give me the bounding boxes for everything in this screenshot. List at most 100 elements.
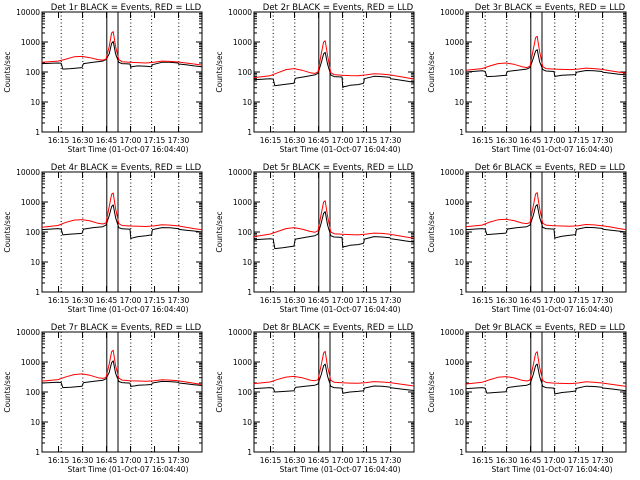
x-tick-label: 16:30: [496, 456, 518, 465]
y-tick-label: 1: [35, 128, 40, 137]
panel-det-9: Det 9r BLACK = Events, RED = LLD 1 10 100 10…: [427, 323, 627, 474]
x-axis-label: Start Time (01-Oct-07 16:04:40): [279, 465, 400, 474]
x-axis-label: Start Time (01-Oct-07 16:04:40): [67, 145, 188, 154]
x-tick-label: 17:30: [592, 296, 614, 305]
y-tick-label: 1000: [21, 358, 40, 367]
x-tick-label: 16:45: [520, 456, 542, 465]
y-axis-label: Counts/sec: [215, 371, 224, 412]
y-tick-label: 1: [459, 288, 464, 297]
y-tick-label: 1000: [445, 198, 464, 207]
x-tick-label: 17:30: [380, 296, 402, 305]
y-tick-label: 100: [450, 388, 465, 397]
x-tick-label: 16:30: [72, 136, 94, 145]
x-tick-label: 16:15: [48, 136, 70, 145]
plot-frame: [41, 11, 203, 133]
y-axis-label: Counts/sec: [3, 211, 12, 252]
x-tick-label: 17:15: [144, 456, 166, 465]
y-tick-label: 10000: [228, 8, 252, 17]
plot-frame: [41, 171, 203, 293]
x-tick-label: 16:15: [472, 456, 494, 465]
x-tick-label: 17:30: [168, 456, 190, 465]
x-tick-label: 16:15: [260, 456, 282, 465]
y-tick-label: 1000: [21, 198, 40, 207]
x-tick-label: 17:15: [568, 296, 590, 305]
y-axis-label: Counts/sec: [215, 211, 224, 252]
y-tick-label: 10: [242, 418, 252, 427]
x-tick-label: 16:45: [96, 296, 118, 305]
y-tick-label: 10000: [440, 8, 464, 17]
x-tick-label: 17:15: [356, 136, 378, 145]
y-tick-label: 1000: [233, 38, 252, 47]
x-tick-label: 16:45: [308, 456, 330, 465]
x-tick-label: 17:15: [568, 136, 590, 145]
x-tick-label: 16:30: [72, 296, 94, 305]
panel-title: Det 3r BLACK = Events, RED = LLD: [475, 3, 626, 13]
x-tick-label: 17:00: [544, 296, 566, 305]
panel-title: Det 8r BLACK = Events, RED = LLD: [263, 323, 414, 333]
x-tick-label: 16:15: [48, 456, 70, 465]
panel-det-1: Det 1r BLACK = Events, RED = LLD 1 10 100 10…: [3, 3, 203, 154]
x-tick-label: 17:15: [568, 456, 590, 465]
lld-series-line: [465, 35, 627, 74]
x-axis-label: Start Time (01-Oct-07 16:04:40): [491, 305, 612, 314]
panel-det-2: Det 2r BLACK = Events, RED = LLD 1 10 100 10…: [215, 3, 415, 154]
x-tick-label: 16:15: [48, 296, 70, 305]
x-tick-label: 16:45: [308, 296, 330, 305]
y-tick-label: 10000: [16, 168, 40, 177]
panel-title: Det 6r BLACK = Events, RED = LLD: [475, 163, 626, 173]
y-tick-label: 10: [454, 98, 464, 107]
y-tick-label: 100: [450, 68, 465, 77]
y-tick-label: 100: [238, 388, 253, 397]
y-tick-label: 100: [26, 68, 41, 77]
lld-series-line: [41, 31, 203, 66]
x-tick-label: 17:00: [120, 456, 142, 465]
panel-det-3: Det 3r BLACK = Events, RED = LLD 1 10 100 10…: [427, 3, 627, 154]
x-tick-label: 17:00: [120, 296, 142, 305]
x-tick-label: 16:45: [520, 136, 542, 145]
panel-det-6: Det 6r BLACK = Events, RED = LLD 1 10 100 10…: [427, 163, 627, 314]
y-axis-label: Counts/sec: [427, 211, 436, 252]
y-tick-label: 100: [238, 68, 253, 77]
x-tick-label: 17:00: [332, 456, 354, 465]
events-series-line: [253, 51, 415, 89]
x-tick-label: 16:15: [260, 136, 282, 145]
panel-det-8: Det 8r BLACK = Events, RED = LLD 1 10 100 10…: [215, 323, 415, 474]
x-tick-label: 17:00: [332, 136, 354, 145]
x-tick-label: 16:30: [284, 136, 306, 145]
y-tick-label: 10: [242, 98, 252, 107]
x-tick-label: 16:45: [96, 456, 118, 465]
events-series-line: [41, 360, 203, 389]
lld-series-line: [41, 349, 203, 385]
x-tick-label: 17:00: [120, 136, 142, 145]
y-tick-label: 1000: [233, 358, 252, 367]
x-axis-label: Start Time (01-Oct-07 16:04:40): [491, 145, 612, 154]
y-tick-label: 10: [454, 258, 464, 267]
y-tick-label: 10: [454, 418, 464, 427]
lld-series-line: [253, 200, 415, 239]
x-axis-label: Start Time (01-Oct-07 16:04:40): [67, 465, 188, 474]
y-tick-label: 10000: [228, 328, 252, 337]
y-tick-label: 10000: [228, 168, 252, 177]
y-tick-label: 10: [30, 418, 40, 427]
panel-title: Det 2r BLACK = Events, RED = LLD: [263, 3, 414, 13]
plot-frame: [465, 171, 627, 293]
x-tick-label: 16:30: [496, 296, 518, 305]
y-tick-label: 10: [30, 258, 40, 267]
x-tick-label: 17:30: [168, 296, 190, 305]
y-axis-label: Counts/sec: [215, 51, 224, 92]
events-series-line: [465, 204, 627, 239]
x-axis-label: Start Time (01-Oct-07 16:04:40): [279, 305, 400, 314]
y-tick-label: 1: [247, 448, 252, 457]
events-series-line: [465, 49, 627, 78]
x-tick-label: 16:30: [72, 456, 94, 465]
x-tick-label: 16:45: [308, 136, 330, 145]
x-tick-label: 17:30: [168, 136, 190, 145]
x-axis-label: Start Time (01-Oct-07 16:04:40): [279, 145, 400, 154]
panel-title: Det 5r BLACK = Events, RED = LLD: [263, 163, 414, 173]
x-tick-label: 16:30: [284, 296, 306, 305]
y-tick-label: 1000: [445, 38, 464, 47]
plot-frame: [41, 331, 203, 453]
events-series-line: [465, 363, 627, 395]
lld-series-line: [253, 40, 415, 80]
x-tick-label: 17:00: [544, 136, 566, 145]
